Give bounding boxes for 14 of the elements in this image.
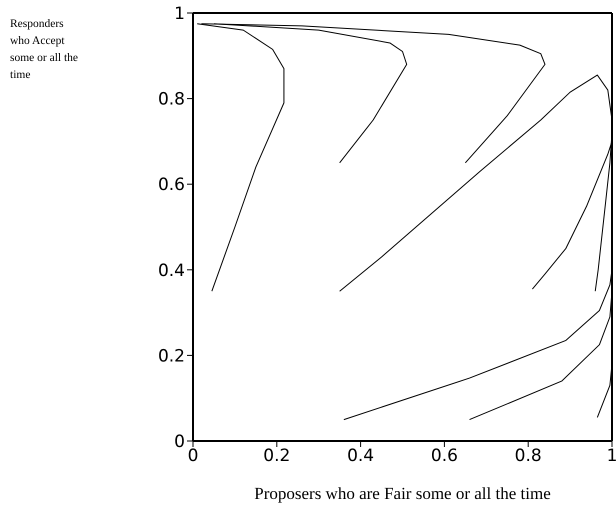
- x-tick-label: 0.8: [514, 446, 542, 466]
- y-tick-label: 0.2: [158, 346, 185, 366]
- y-tick-label: 0: [174, 432, 185, 452]
- x-tick-label: 0: [188, 446, 198, 466]
- y-tick-label: 1: [174, 4, 185, 24]
- y-tick-label: 0.6: [158, 175, 185, 196]
- y-tick-label: 0.8: [158, 90, 185, 110]
- x-axis-title: Proposers who are Fair some or all the time: [254, 484, 551, 503]
- text: Responders who Accept some or all the time: [10, 17, 80, 83]
- x-tick-label: 0.4: [347, 446, 374, 466]
- x-tick-label: 1: [606, 446, 616, 466]
- x-tick-label: 0.2: [263, 446, 290, 466]
- x-tick-label: 0.6: [430, 446, 458, 466]
- y-tick-label: 0.4: [158, 260, 185, 281]
